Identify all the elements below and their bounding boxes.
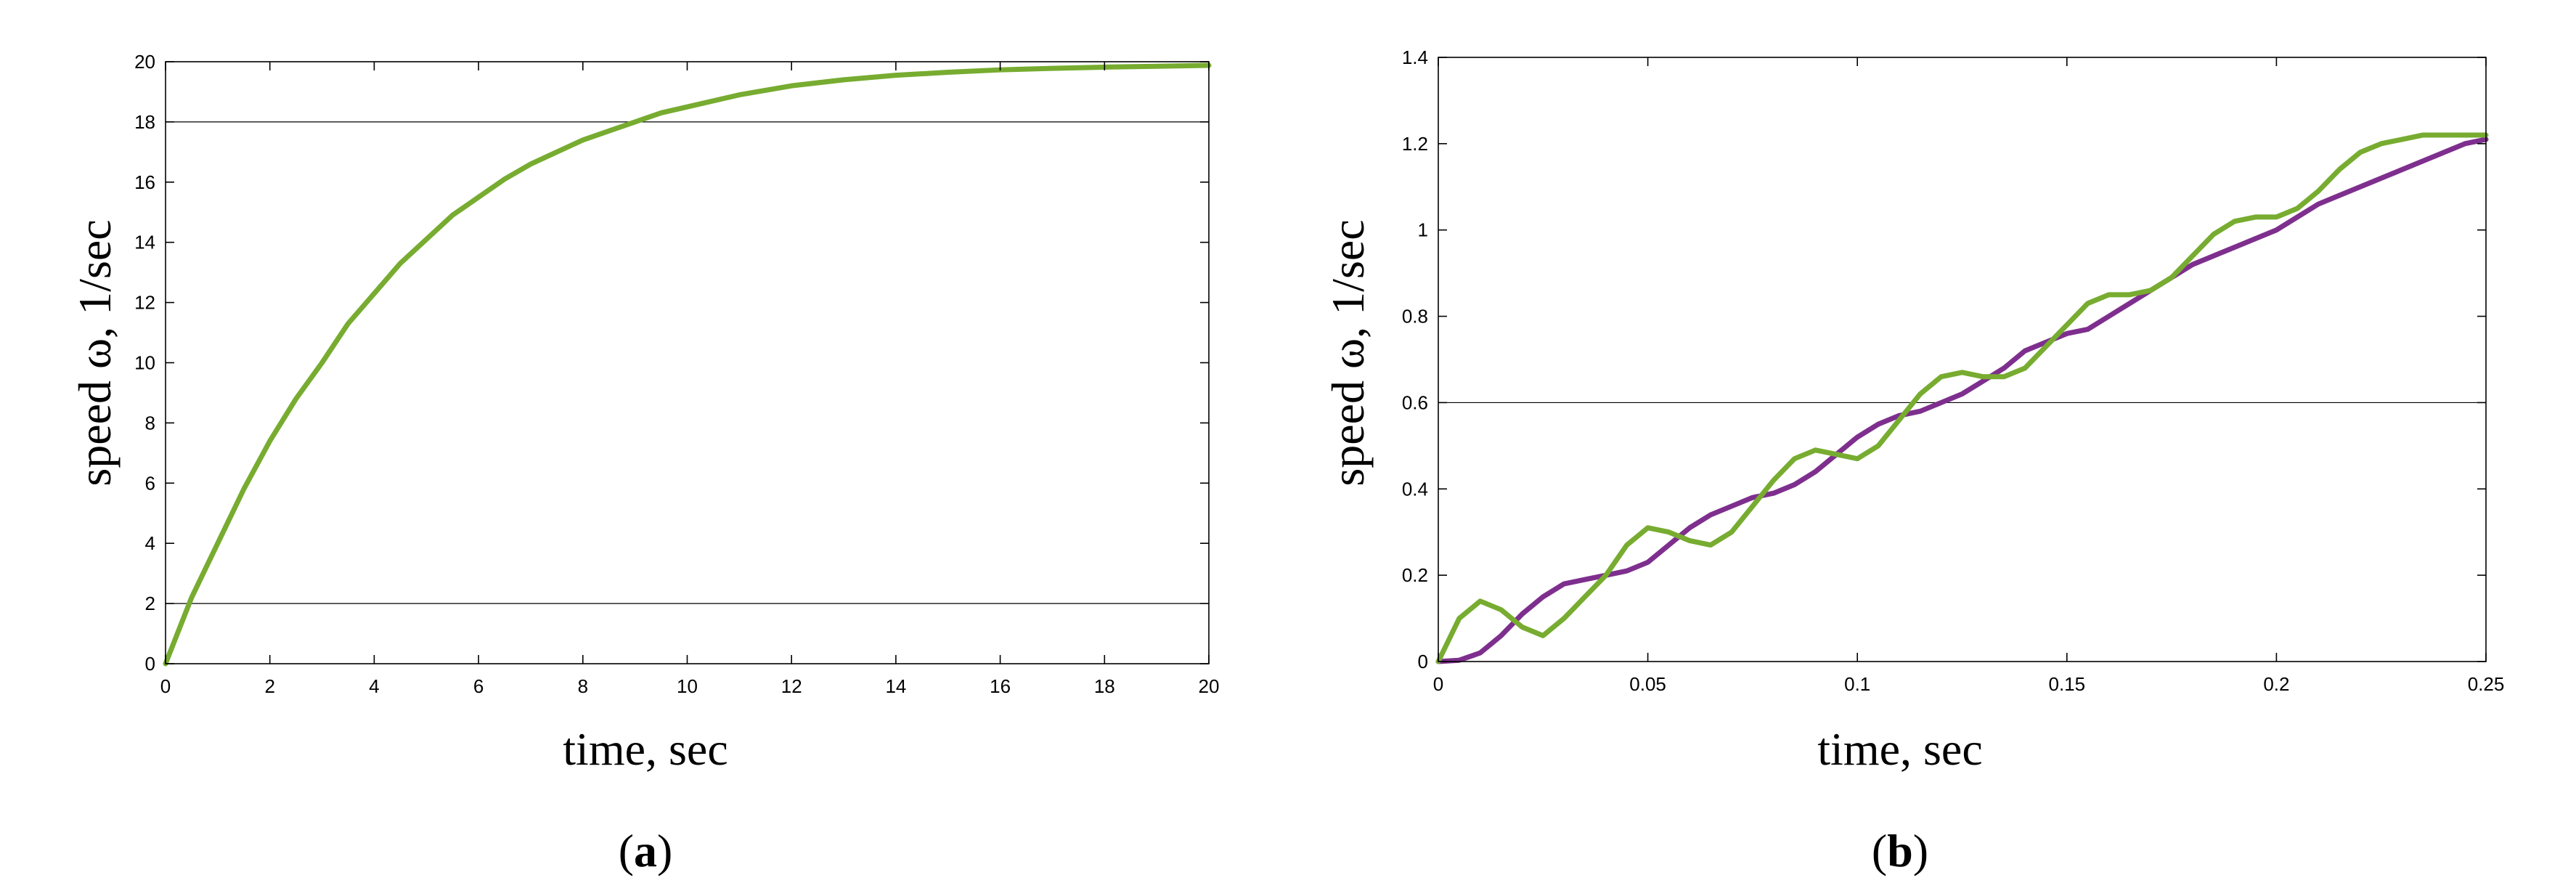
- chart-a-ytick-label-10: 20: [134, 51, 155, 73]
- chart-a-ytick-label-2: 4: [145, 532, 155, 554]
- chart-a-xtick-label-6: 12: [781, 675, 802, 697]
- panel-a-letter: a: [634, 825, 657, 876]
- panel-a: time, sec speed ω, 1/sec (a): [69, 219, 728, 876]
- chart-b-frame: [1438, 57, 2487, 662]
- panel-b-ylabel: speed ω, 1/sec: [1322, 219, 1374, 486]
- chart-a-xtick-label-4: 8: [578, 675, 588, 697]
- chart-b-series-line-1: [1435, 132, 2489, 664]
- chart-b-ytick-label-5: 1: [1418, 219, 1428, 241]
- chart-a-plot: 0 2 4 6 8 10 12 14 16 18 20 0 2 4 6 8 10 12 14 16 18 20: [134, 51, 1219, 697]
- chart-a-ytick-label-6: 12: [134, 292, 155, 314]
- chart-b-ytick-label-2: 0.4: [1402, 478, 1428, 500]
- chart-b-plot: 0 0.05 0.1 0.15 0.2 0.25 0 0.2 0.4 0.6 0.8 1 1.2 1.4: [1402, 46, 2504, 695]
- chart-b-ytick-label-0: 0: [1418, 651, 1428, 672]
- chart-b-xtick-label-0: 0: [1433, 673, 1443, 695]
- chart-b-xtick-label-3: 0.15: [2048, 673, 2085, 695]
- panel-a-xlabel: time, sec: [563, 723, 727, 775]
- chart-b-ytick-label-4: 0.8: [1402, 306, 1428, 327]
- chart-a-xtick-label-8: 16: [990, 675, 1011, 697]
- chart-b-series-line-0: [1435, 137, 2489, 664]
- chart-a-series-line-0: [163, 62, 1212, 667]
- chart-a-ytick-label-5: 10: [134, 352, 155, 374]
- chart-a-ytick-label-8: 16: [134, 171, 155, 193]
- chart-b-xtick-label-2: 0.1: [1844, 673, 1870, 695]
- chart-b-xtick-label-5: 0.25: [2468, 673, 2505, 695]
- chart-a-xtick-label-7: 14: [885, 675, 906, 697]
- chart-a-ytick-label-9: 18: [134, 111, 155, 133]
- chart-a-ytick-label-0: 0: [145, 653, 155, 675]
- chart-a-xtick-label-1: 2: [264, 675, 274, 697]
- panel-a-caption: (a): [619, 825, 673, 876]
- chart-a-xtick-label-5: 10: [677, 675, 698, 697]
- chart-b-xtick-label-1: 0.05: [1629, 673, 1666, 695]
- panel-b: time, sec speed ω, 1/sec (b): [1322, 219, 1983, 876]
- chart-a-xtick-label-2: 4: [369, 675, 379, 697]
- chart-b-ytick-label-7: 1.4: [1402, 46, 1428, 68]
- chart-a-xtick-label-0: 0: [160, 675, 171, 697]
- chart-a-ytick-label-7: 14: [134, 232, 155, 253]
- chart-a-ytick-label-3: 6: [145, 472, 155, 494]
- panel-b-xlabel: time, sec: [1817, 723, 1982, 775]
- chart-b-xtick-label-4: 0.2: [2263, 673, 2289, 695]
- chart-b-ytick-label-3: 0.6: [1402, 391, 1428, 413]
- panel-a-ylabel: speed ω, 1/sec: [69, 219, 121, 486]
- chart-a-ytick-label-4: 8: [145, 412, 155, 434]
- chart-a-xtick-label-9: 18: [1094, 675, 1115, 697]
- panel-b-letter: b: [1887, 825, 1913, 876]
- panel-b-caption: (b): [1872, 825, 1928, 876]
- chart-a-xtick-label-3: 6: [473, 675, 484, 697]
- chart-b-ytick-label-1: 0.2: [1402, 564, 1428, 586]
- chart-b-ytick-label-6: 1.2: [1402, 133, 1428, 155]
- chart-a-xtick-label-10: 20: [1199, 675, 1220, 697]
- chart-a-ytick-label-1: 2: [145, 593, 155, 614]
